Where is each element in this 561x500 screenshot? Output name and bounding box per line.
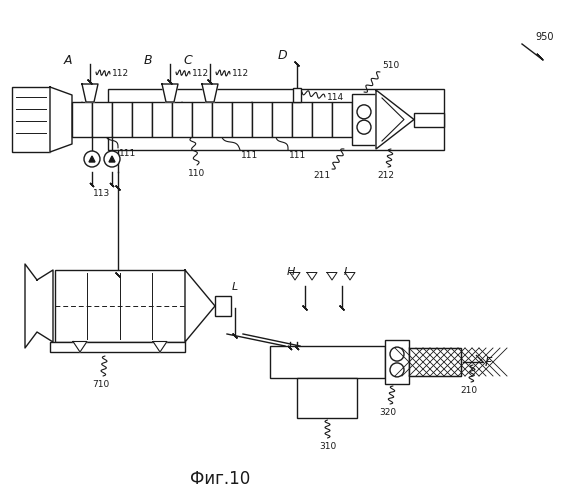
Text: 510: 510 bbox=[382, 61, 399, 70]
Bar bbox=[212, 102, 232, 137]
Bar bbox=[292, 102, 312, 137]
Bar bbox=[172, 102, 192, 137]
Text: 113: 113 bbox=[93, 189, 111, 198]
Text: L: L bbox=[232, 282, 238, 292]
Bar bbox=[72, 102, 92, 137]
Text: 111: 111 bbox=[289, 151, 306, 160]
Text: 710: 710 bbox=[93, 380, 109, 389]
Bar bbox=[132, 102, 152, 137]
Text: G: G bbox=[103, 154, 113, 166]
Polygon shape bbox=[50, 87, 72, 152]
Polygon shape bbox=[88, 80, 93, 84]
Text: 112: 112 bbox=[112, 70, 129, 78]
Polygon shape bbox=[116, 186, 121, 190]
Polygon shape bbox=[116, 272, 121, 278]
Text: 950: 950 bbox=[535, 32, 554, 42]
Text: Фиг.10: Фиг.10 bbox=[190, 470, 250, 488]
Text: 211: 211 bbox=[313, 171, 330, 180]
Bar bbox=[385, 340, 409, 384]
Text: 320: 320 bbox=[379, 408, 397, 417]
Bar bbox=[108, 89, 444, 150]
Text: 310: 310 bbox=[319, 442, 336, 451]
Bar bbox=[270, 346, 385, 378]
Polygon shape bbox=[307, 272, 317, 280]
Text: D: D bbox=[277, 49, 287, 62]
Polygon shape bbox=[376, 90, 414, 149]
Bar bbox=[55, 270, 185, 342]
Text: 212: 212 bbox=[378, 171, 394, 180]
Bar bbox=[12, 87, 50, 152]
Polygon shape bbox=[295, 346, 299, 350]
Bar bbox=[50, 342, 185, 352]
Bar bbox=[112, 102, 132, 137]
Polygon shape bbox=[82, 84, 98, 102]
Bar bbox=[414, 112, 444, 126]
Text: 112: 112 bbox=[192, 70, 209, 78]
Bar bbox=[272, 102, 292, 137]
Text: C: C bbox=[183, 54, 192, 66]
Text: 112: 112 bbox=[232, 70, 249, 78]
Polygon shape bbox=[90, 183, 94, 187]
Text: I: I bbox=[344, 267, 347, 277]
Polygon shape bbox=[89, 156, 95, 162]
Polygon shape bbox=[25, 264, 53, 348]
Bar bbox=[92, 102, 112, 137]
Text: 210: 210 bbox=[461, 386, 477, 395]
Polygon shape bbox=[109, 156, 115, 162]
Text: 111: 111 bbox=[119, 149, 136, 158]
Text: F: F bbox=[485, 356, 492, 368]
Polygon shape bbox=[476, 355, 483, 362]
Polygon shape bbox=[110, 183, 114, 187]
Text: 110: 110 bbox=[188, 169, 206, 178]
Bar bbox=[293, 88, 301, 102]
Polygon shape bbox=[302, 306, 307, 310]
Polygon shape bbox=[288, 346, 292, 350]
Polygon shape bbox=[295, 62, 300, 66]
Text: A: A bbox=[63, 54, 72, 66]
Polygon shape bbox=[168, 80, 172, 84]
Polygon shape bbox=[73, 342, 87, 352]
Bar bbox=[252, 102, 272, 137]
Text: 111: 111 bbox=[241, 151, 258, 160]
Polygon shape bbox=[153, 342, 167, 352]
Polygon shape bbox=[327, 272, 337, 280]
Polygon shape bbox=[162, 84, 178, 102]
Polygon shape bbox=[185, 270, 215, 342]
Text: H: H bbox=[287, 267, 295, 277]
Bar bbox=[409, 348, 461, 376]
Bar bbox=[232, 102, 252, 137]
Polygon shape bbox=[345, 272, 355, 280]
Bar bbox=[332, 102, 352, 137]
Bar bbox=[215, 296, 231, 316]
Text: B: B bbox=[144, 54, 152, 66]
Polygon shape bbox=[208, 80, 213, 84]
Polygon shape bbox=[537, 54, 543, 60]
Bar bbox=[312, 102, 332, 137]
Bar bbox=[352, 94, 376, 145]
Circle shape bbox=[104, 151, 120, 167]
Circle shape bbox=[84, 151, 100, 167]
Bar bbox=[192, 102, 212, 137]
Polygon shape bbox=[339, 306, 344, 310]
Polygon shape bbox=[290, 272, 300, 280]
Bar bbox=[152, 102, 172, 137]
Polygon shape bbox=[233, 334, 237, 338]
Bar bbox=[409, 348, 461, 376]
Text: 114: 114 bbox=[327, 92, 344, 102]
Polygon shape bbox=[202, 84, 218, 102]
Bar bbox=[297, 378, 357, 418]
